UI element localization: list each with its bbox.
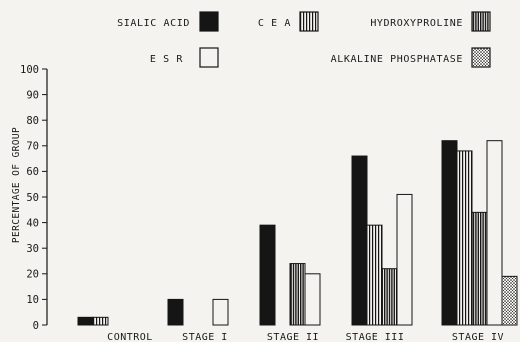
legend-label: HYDROXYPROLINE (370, 18, 463, 29)
y-tick-label: 40 (26, 217, 39, 229)
legend-swatch (471, 11, 491, 32)
category-label: CONTROL (107, 332, 153, 342)
y-axis-label: PERCENTAGE OF GROUP (11, 127, 22, 243)
bar (396, 193, 413, 326)
bar (471, 211, 488, 326)
bar (167, 298, 184, 326)
legend-item: HYDROXYPROLINE (370, 11, 491, 32)
bar (366, 224, 383, 326)
category-label: STAGE II (267, 332, 319, 342)
bar (456, 150, 473, 326)
y-tick-label: 20 (26, 269, 39, 281)
y-tick-label: 10 (26, 294, 39, 306)
bar (92, 316, 109, 326)
bar (212, 298, 229, 326)
legend-swatch (471, 47, 491, 68)
legend: SIALIC ACID C E A HYDROXYPROLINE E S R ALKAL… (117, 11, 491, 68)
y-tick-label: 0 (33, 320, 39, 332)
bar (501, 275, 518, 326)
legend-swatch (199, 11, 219, 32)
legend-label: ALKALINE PHOSPHATASE (331, 54, 463, 65)
bar-group (441, 140, 518, 326)
legend-label: SIALIC ACID (117, 18, 190, 29)
bar-group (259, 224, 321, 326)
legend-item: E S R (150, 47, 219, 68)
y-tick-label: 30 (26, 243, 39, 255)
y-tick-label: 100 (20, 64, 39, 76)
legend-label: E S R (150, 54, 183, 65)
bar (486, 140, 503, 326)
y-tick-label: 50 (26, 192, 39, 204)
bars (77, 140, 518, 326)
bar (441, 140, 458, 326)
legend-label: C E A (258, 18, 291, 29)
y-tick-label: 80 (26, 115, 39, 127)
y-tick-label: 70 (26, 141, 39, 153)
bar (351, 155, 368, 326)
bar (304, 273, 321, 326)
bar (259, 224, 276, 326)
x-axis-labels: CONTROL STAGE I STAGE II STAGE III STAGE IV (107, 332, 504, 342)
legend-item: SIALIC ACID (117, 11, 219, 32)
y-axis-ticks: 0 10 20 30 40 50 60 70 80 90 100 (20, 64, 47, 332)
y-tick-label: 60 (26, 166, 39, 178)
legend-swatch (299, 11, 319, 32)
category-label: STAGE IV (452, 332, 504, 342)
legend-swatch (199, 47, 219, 68)
y-tick-label: 90 (26, 89, 39, 101)
bar (77, 316, 94, 326)
bar-group (351, 155, 413, 326)
legend-item: C E A (258, 11, 319, 32)
category-label: STAGE I (182, 332, 228, 342)
bar (289, 263, 306, 326)
bar-group (167, 298, 229, 326)
legend-item: ALKALINE PHOSPHATASE (331, 47, 491, 68)
category-label: STAGE III (346, 332, 405, 342)
bar-group (77, 316, 109, 326)
bar (381, 268, 398, 326)
